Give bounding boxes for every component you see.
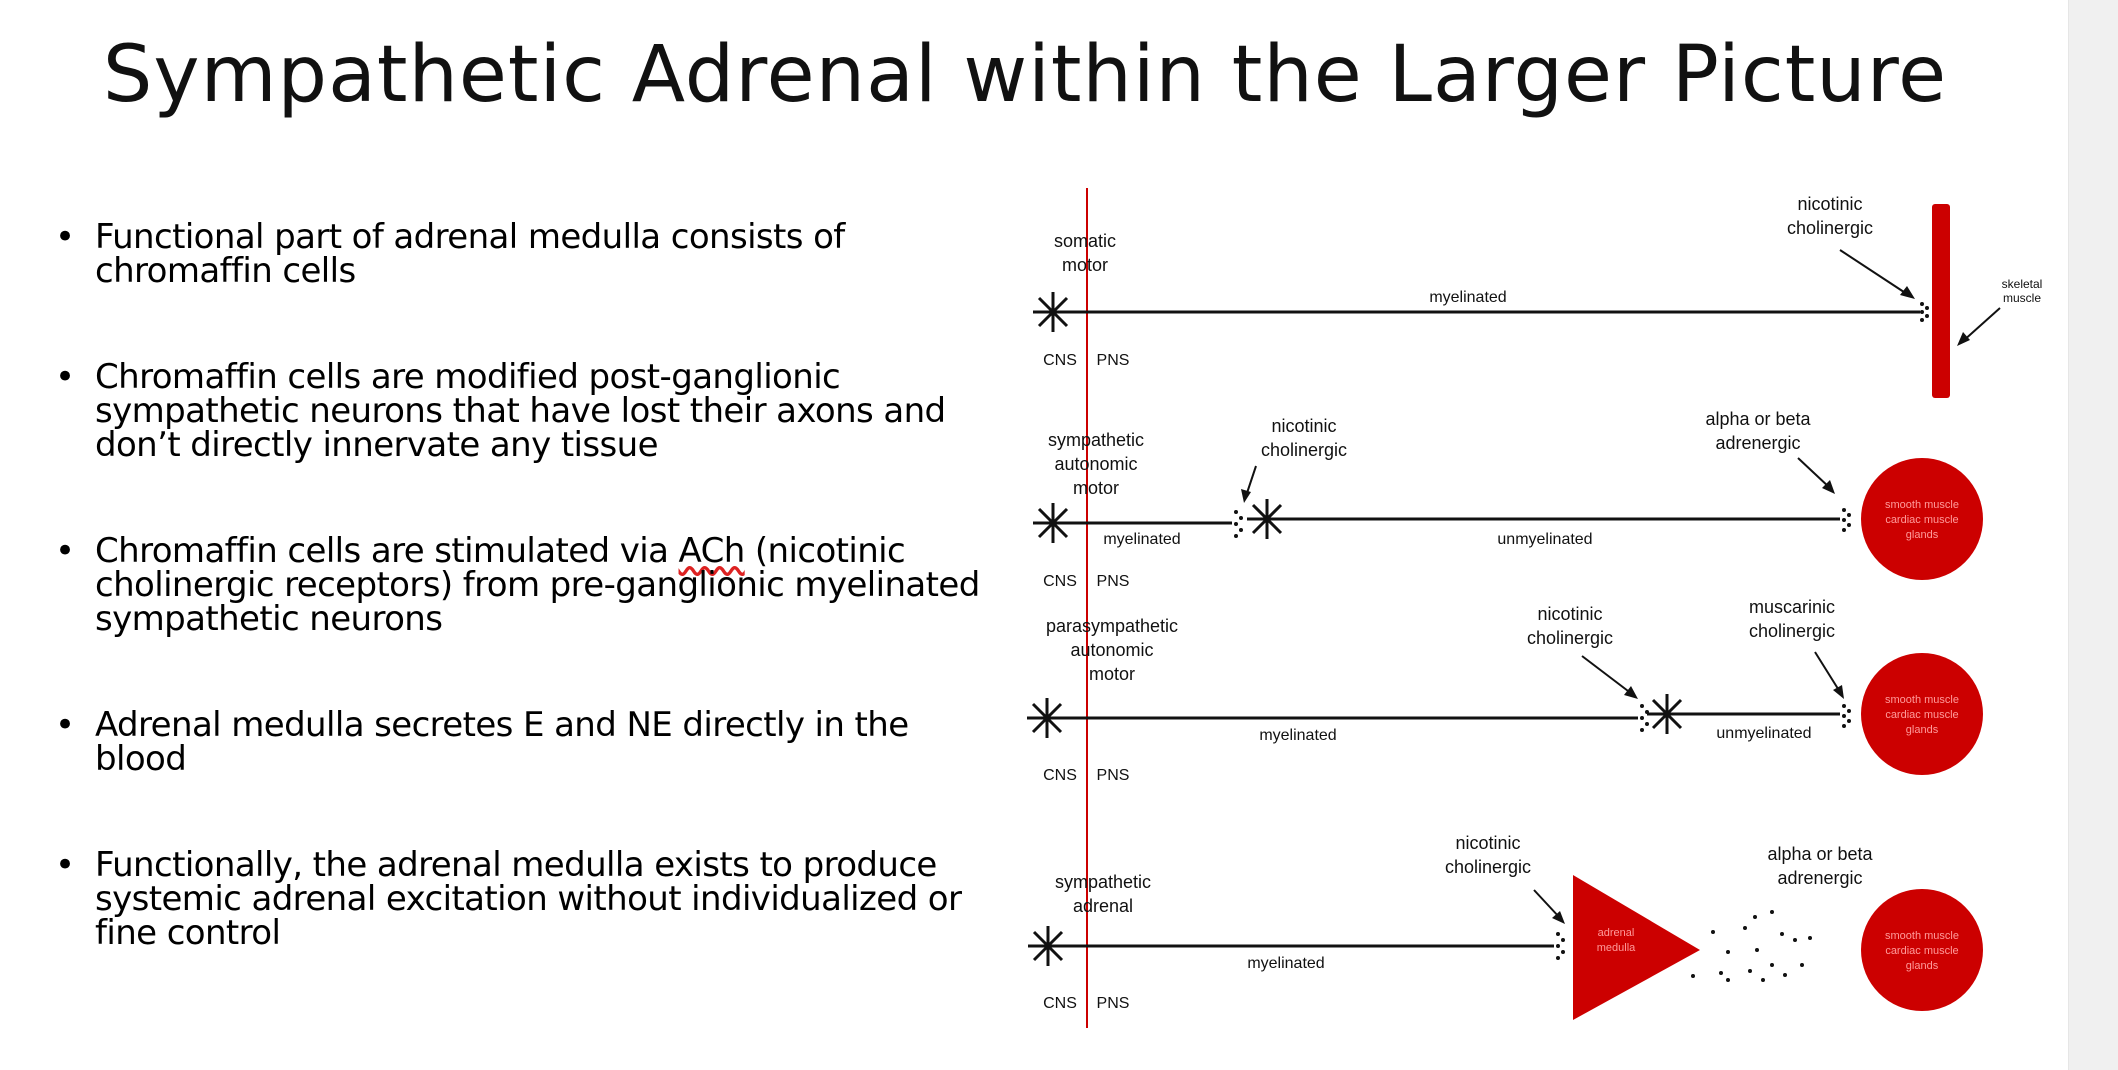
effector-organ-circle xyxy=(1861,458,1983,580)
cns-label: CNS xyxy=(1043,995,1077,1012)
receptor-label: cholinergic xyxy=(1445,857,1531,877)
row-label: sympathetic xyxy=(1055,872,1151,892)
receptor-label: cholinergic xyxy=(1749,621,1835,641)
slide-title: Sympathetic Adrenal within the Larger Pi… xyxy=(102,30,1948,120)
neuron-pathway-diagram: somatic motor myelinated nicotinic choli… xyxy=(1027,188,2042,1028)
arrow xyxy=(1581,655,1633,695)
vesicle-dots-icon xyxy=(1842,704,1851,728)
segment-label: unmyelinated xyxy=(1716,725,1811,742)
circulating-hormone-dots-icon xyxy=(1691,910,1812,982)
row-somatic-motor: somatic motor myelinated nicotinic choli… xyxy=(1033,194,2042,398)
receptor-label: nicotinic xyxy=(1455,833,1520,853)
row-label: motor xyxy=(1062,255,1108,275)
spellcheck-flagged-word[interactable]: ACh xyxy=(678,531,746,571)
receptor-label: adrenergic xyxy=(1715,433,1800,453)
receptor-label: nicotinic xyxy=(1537,604,1602,624)
cns-label: CNS xyxy=(1043,767,1077,784)
pns-label: PNS xyxy=(1097,352,1130,369)
receptor-label: muscarinic xyxy=(1749,597,1835,617)
cns-label: CNS xyxy=(1043,352,1077,369)
arrowhead-icon xyxy=(1833,685,1844,699)
pns-label: PNS xyxy=(1097,573,1130,590)
segment-label: myelinated xyxy=(1429,289,1506,306)
arrow xyxy=(1797,457,1831,489)
row-label: sympathetic xyxy=(1048,430,1144,450)
bullet-text: Functional part of adrenal medulla consi… xyxy=(95,217,845,291)
vertical-scrollbar[interactable] xyxy=(2068,0,2118,1070)
receptor-label: alpha or beta xyxy=(1705,409,1811,429)
effector-organ-circle xyxy=(1861,889,1983,1011)
target-label: glands xyxy=(1906,529,1939,541)
vesicle-dots-icon xyxy=(1842,508,1851,532)
vesicle-dots-icon xyxy=(1234,510,1243,538)
row-label: motor xyxy=(1073,478,1119,498)
row-label: autonomic xyxy=(1070,640,1153,660)
segment-label: myelinated xyxy=(1259,727,1336,744)
organ-label: medulla xyxy=(1597,942,1636,954)
segment-label: myelinated xyxy=(1247,955,1324,972)
bullet-item: Adrenal medulla secretes E and NE direct… xyxy=(55,708,995,776)
arrowhead-icon xyxy=(1241,489,1251,503)
vesicle-dots-icon xyxy=(1920,302,1929,322)
bullet-text: Chromaffin cells are modified post-gangl… xyxy=(95,357,946,465)
arrowhead-icon xyxy=(1957,332,1970,346)
bullet-text: Chromaffin cells are stimulated via xyxy=(95,531,679,571)
target-label: glands xyxy=(1906,724,1939,736)
bullet-list: Functional part of adrenal medulla consi… xyxy=(55,220,995,1022)
target-label: cardiac muscle xyxy=(1885,945,1958,957)
receptor-label: adrenergic xyxy=(1777,868,1862,888)
slide: Sympathetic Adrenal within the Larger Pi… xyxy=(0,0,2068,1070)
bullet-text: Adrenal medulla secretes E and NE direct… xyxy=(95,705,909,779)
receptor-label: cholinergic xyxy=(1787,218,1873,238)
bullet-item: Chromaffin cells are modified post-gangl… xyxy=(55,360,995,462)
target-label: skeletal xyxy=(2002,277,2043,291)
receptor-label: alpha or beta xyxy=(1767,844,1873,864)
row-label: somatic xyxy=(1054,231,1116,251)
row-parasympathetic-autonomic-motor: parasympathetic autonomic motor myelinat… xyxy=(1027,597,1983,784)
arrowhead-icon xyxy=(1624,686,1638,699)
segment-label: myelinated xyxy=(1103,531,1180,548)
receptor-label: cholinergic xyxy=(1261,440,1347,460)
target-label: smooth muscle xyxy=(1885,499,1959,511)
adrenal-medulla-triangle xyxy=(1573,875,1700,1020)
arrow xyxy=(1961,307,2001,343)
organ-label: adrenal xyxy=(1598,927,1635,939)
segment-label: unmyelinated xyxy=(1497,531,1592,548)
arrowhead-icon xyxy=(1822,480,1835,494)
target-label: cardiac muscle xyxy=(1885,709,1958,721)
row-sympathetic-adrenal: sympathetic adrenal myelinated nicotinic… xyxy=(1028,833,1983,1020)
arrow xyxy=(1245,465,1257,497)
target-label: glands xyxy=(1906,960,1939,972)
row-sympathetic-autonomic-motor: sympathetic autonomic motor myelinated u… xyxy=(1033,409,1983,590)
bullet-item: Functionally, the adrenal medulla exists… xyxy=(55,848,995,950)
arrow xyxy=(1533,889,1561,919)
target-label: smooth muscle xyxy=(1885,930,1959,942)
arrowhead-icon xyxy=(1552,911,1565,924)
vesicle-dots-icon xyxy=(1640,704,1649,732)
pns-label: PNS xyxy=(1097,995,1130,1012)
row-label: adrenal xyxy=(1073,896,1133,916)
bullet-item: Chromaffin cells are stimulated via ACh … xyxy=(55,534,995,636)
bullet-item: Functional part of adrenal medulla consi… xyxy=(55,220,995,288)
bullet-text: (nicotinic cholinergic receptors) from p… xyxy=(95,531,980,639)
effector-organ-circle xyxy=(1861,653,1983,775)
receptor-label: cholinergic xyxy=(1527,628,1613,648)
target-label: muscle xyxy=(2003,291,2041,305)
row-label: autonomic xyxy=(1054,454,1137,474)
row-label: parasympathetic xyxy=(1046,616,1178,636)
arrowhead-icon xyxy=(1900,286,1915,299)
receptor-label: nicotinic xyxy=(1271,416,1336,436)
bullet-text: Functionally, the adrenal medulla exists… xyxy=(95,845,962,953)
target-label: smooth muscle xyxy=(1885,694,1959,706)
arrow xyxy=(1839,249,1911,297)
row-label: motor xyxy=(1089,664,1135,684)
pns-label: PNS xyxy=(1097,767,1130,784)
target-label: cardiac muscle xyxy=(1885,514,1958,526)
receptor-label: nicotinic xyxy=(1797,194,1862,214)
skeletal-muscle-shape xyxy=(1932,204,1950,398)
arrow xyxy=(1814,651,1841,693)
vesicle-dots-icon xyxy=(1556,932,1565,960)
cns-label: CNS xyxy=(1043,573,1077,590)
